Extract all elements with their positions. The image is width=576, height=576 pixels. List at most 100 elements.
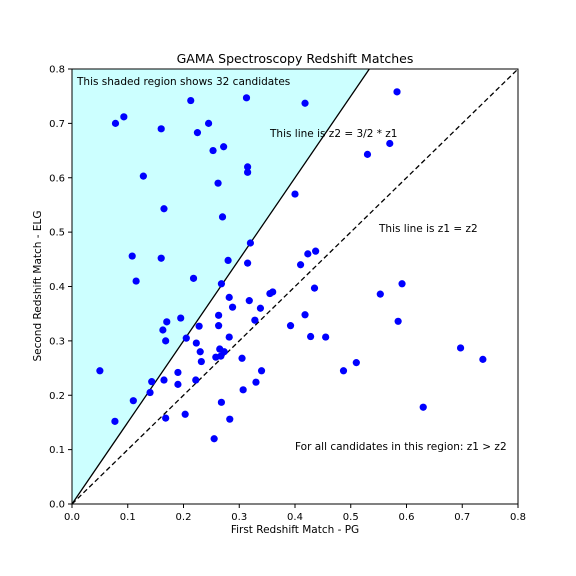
data-point: [419, 403, 427, 411]
x-tick-label: 0.8: [510, 512, 526, 523]
data-point: [139, 172, 147, 180]
data-point: [224, 256, 232, 264]
data-point: [146, 388, 154, 397]
data-point: [363, 150, 372, 158]
x-tick-label: 0.0: [64, 512, 80, 523]
chart-title: GAMA Spectroscopy Redshift Matches: [177, 51, 414, 66]
data-point: [301, 311, 309, 319]
x-tick-label: 0.6: [399, 512, 415, 523]
equality-line-annotation: This line is z1 = z2: [378, 223, 478, 235]
data-point: [296, 261, 305, 269]
data-point: [226, 415, 234, 423]
data-point: [339, 367, 348, 375]
data-point: [225, 333, 233, 341]
data-point: [244, 168, 252, 176]
y-tick-label: 0.4: [49, 282, 65, 293]
data-point: [181, 410, 189, 418]
data-point: [111, 119, 120, 127]
data-point: [286, 322, 295, 330]
y-tick-label: 0.1: [49, 445, 65, 456]
data-point: [238, 354, 246, 362]
data-point: [291, 190, 299, 198]
data-point: [479, 355, 487, 363]
data-point: [244, 259, 252, 267]
y-tick-label: 0.8: [49, 65, 65, 76]
data-point: [310, 284, 319, 292]
data-point: [197, 357, 205, 366]
data-point: [192, 339, 200, 347]
y-tick-label: 0.0: [49, 500, 65, 511]
y-axis-label: Second Redshift Match - ELG: [32, 210, 44, 361]
data-point: [128, 252, 136, 260]
data-point: [177, 314, 185, 322]
data-point: [217, 280, 226, 288]
y-tick-label: 0.5: [49, 228, 65, 239]
data-point: [257, 367, 266, 375]
data-point: [246, 239, 254, 247]
data-point: [159, 326, 167, 334]
data-point: [245, 297, 253, 305]
data-point: [196, 348, 204, 356]
data-point: [157, 125, 165, 133]
x-axis-label: First Redshift Match - PG: [231, 524, 359, 536]
data-point: [394, 317, 402, 325]
data-point: [214, 179, 222, 187]
data-point: [269, 288, 277, 296]
data-point: [182, 334, 190, 342]
data-point: [239, 386, 247, 394]
data-point: [376, 290, 384, 298]
shaded-region-annotation: This shaded region shows 32 candidates: [76, 76, 290, 88]
data-point: [251, 316, 259, 324]
data-point: [393, 88, 401, 96]
data-point: [220, 143, 228, 151]
x-tick-label: 0.2: [176, 512, 192, 523]
x-tick-label: 0.7: [454, 512, 470, 523]
data-point: [307, 332, 315, 341]
data-point: [352, 359, 360, 367]
data-point: [256, 304, 265, 312]
data-point: [111, 417, 119, 425]
data-point: [192, 376, 200, 384]
data-point: [218, 213, 227, 221]
data-point: [210, 435, 218, 443]
y-tick-label: 0.2: [49, 391, 65, 402]
data-point: [242, 94, 251, 102]
data-point: [204, 119, 213, 127]
data-point: [456, 344, 465, 352]
data-point: [162, 337, 170, 345]
data-point: [148, 378, 156, 386]
data-point: [215, 322, 223, 330]
data-point: [195, 322, 203, 330]
data-point: [193, 129, 202, 137]
data-point: [244, 163, 252, 171]
data-point: [163, 318, 171, 326]
x-tick-label: 0.3: [231, 512, 247, 523]
data-point: [252, 378, 260, 386]
data-point: [174, 380, 182, 388]
data-point: [96, 367, 104, 375]
data-point: [225, 293, 233, 301]
data-point: [301, 99, 309, 107]
data-point: [322, 333, 330, 341]
data-point: [129, 397, 137, 405]
y-tick-label: 0.6: [49, 173, 65, 184]
data-point: [228, 303, 237, 311]
x-tick-label: 0.4: [287, 512, 303, 523]
data-point: [120, 113, 128, 121]
data-point: [209, 146, 217, 155]
data-point: [187, 96, 195, 105]
data-point: [398, 280, 406, 288]
data-point: [157, 254, 165, 262]
y-tick-label: 0.7: [49, 119, 65, 130]
data-point: [220, 348, 228, 356]
x-tick-label: 0.1: [120, 512, 136, 523]
data-point: [162, 414, 170, 422]
data-point: [215, 311, 223, 319]
data-point: [160, 205, 168, 213]
x-tick-label: 0.5: [343, 512, 359, 523]
data-point: [132, 277, 140, 285]
data-point: [312, 247, 320, 255]
data-point: [189, 274, 198, 282]
